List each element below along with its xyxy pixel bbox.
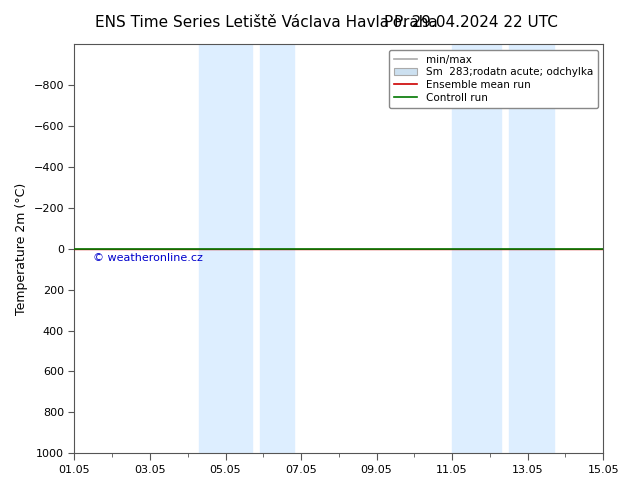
Text: Po. 29.04.2024 22 UTC: Po. 29.04.2024 22 UTC bbox=[384, 15, 558, 30]
Bar bbox=[199, 45, 252, 453]
Y-axis label: Temperature 2m (°C): Temperature 2m (°C) bbox=[15, 183, 28, 315]
Bar bbox=[259, 45, 294, 453]
Text: ENS Time Series Letiště Václava Havla Praha: ENS Time Series Letiště Václava Havla Pr… bbox=[95, 15, 438, 30]
Legend: min/max, Sm  283;rodatn acute; odchylka, Ensemble mean run, Controll run: min/max, Sm 283;rodatn acute; odchylka, … bbox=[389, 49, 598, 108]
Bar bbox=[452, 45, 501, 453]
Text: © weatheronline.cz: © weatheronline.cz bbox=[93, 253, 204, 263]
Bar bbox=[508, 45, 554, 453]
